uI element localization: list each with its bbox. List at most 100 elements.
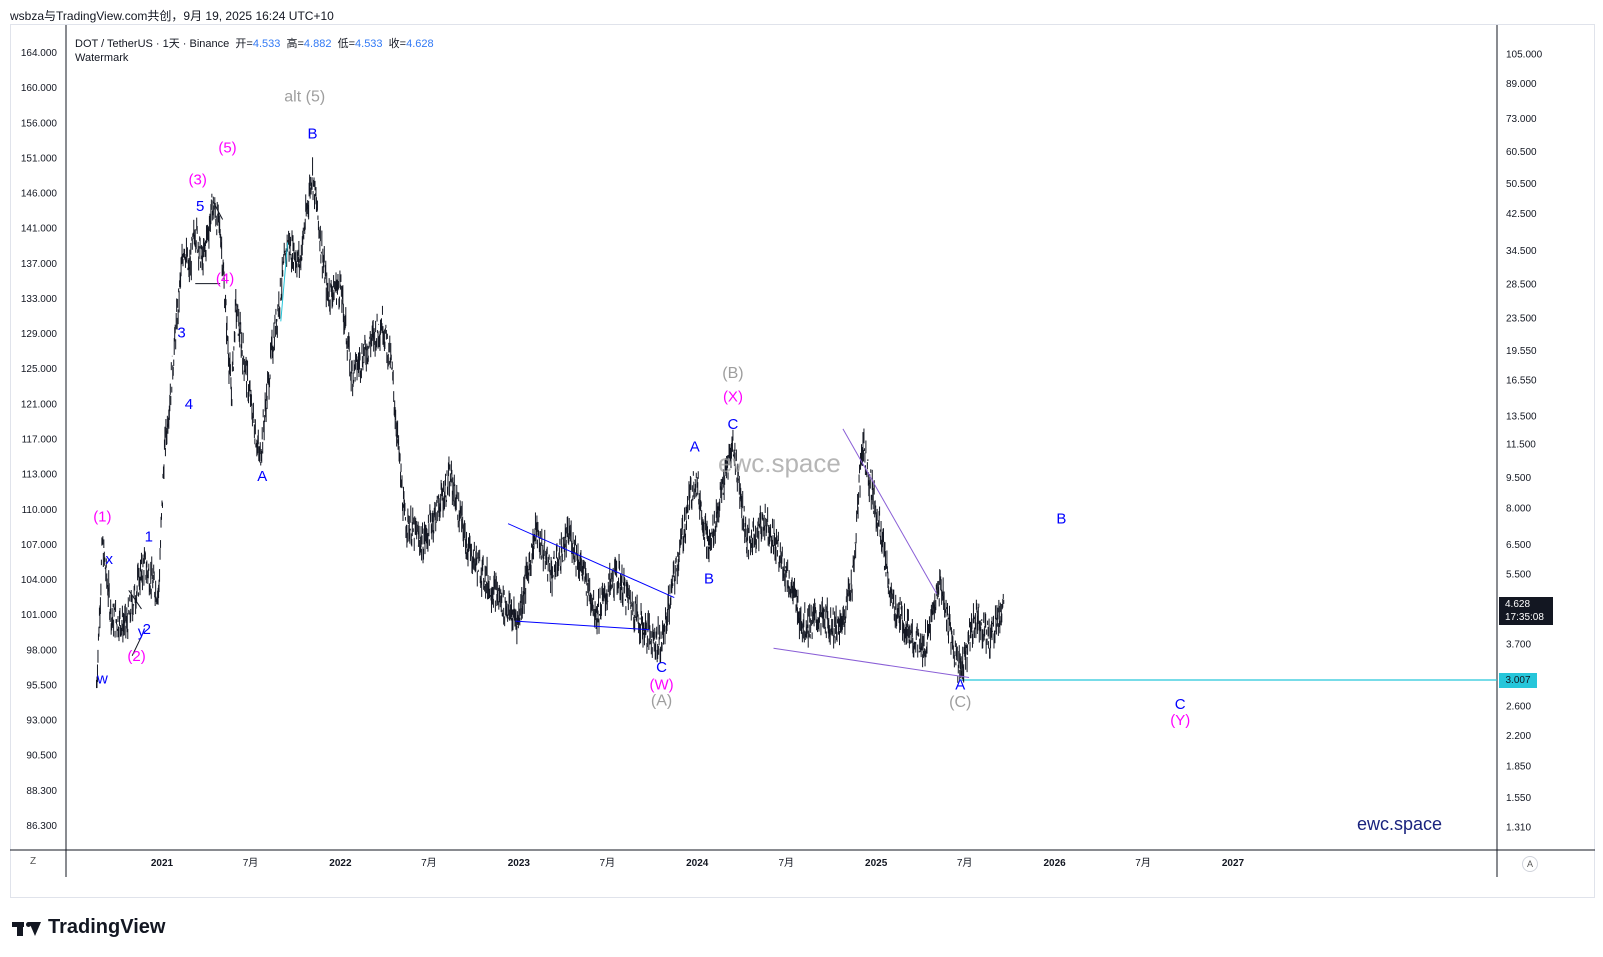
- wave-label: C: [1175, 696, 1186, 713]
- trendline: [842, 428, 938, 595]
- left-axis-tick-label: 160.000: [21, 83, 58, 94]
- left-axis-tick-label: 151.000: [21, 153, 58, 164]
- tradingview-wordmark: TradingView: [48, 916, 166, 938]
- wave-label: (C): [949, 694, 971, 711]
- left-axis-tick-label: 86.300: [26, 821, 57, 832]
- wave-label: (B): [722, 365, 743, 382]
- last-price-value: 4.628: [1505, 599, 1531, 610]
- wave-label: 1: [145, 528, 153, 545]
- left-axis-tick-label: 93.000: [26, 716, 57, 727]
- time-axis-tick-label: 2021: [151, 858, 174, 869]
- wave-label: (4): [216, 271, 234, 288]
- right-axis-tick-label: 6.500: [1506, 540, 1531, 551]
- trendline: [507, 523, 675, 599]
- time-axis-tick-label: 2027: [1222, 858, 1245, 869]
- right-axis-tick-label: 34.500: [1506, 246, 1537, 257]
- time-axis-tick-label: 2025: [865, 858, 888, 869]
- time-axis-tick-label: 2026: [1043, 858, 1066, 869]
- chart-attribution: wsbza与TradingView.com共创，9月 19, 2025 16:2…: [10, 9, 334, 23]
- trendline: [128, 590, 142, 610]
- wave-label: A: [257, 468, 267, 485]
- wave-label: 5: [196, 198, 204, 215]
- right-axis-tick-label: 73.000: [1506, 114, 1537, 125]
- wave-label: A: [690, 438, 700, 455]
- trendline: [131, 636, 142, 656]
- wave-label: 4: [185, 396, 193, 413]
- left-axis-tick-label: 146.000: [21, 189, 58, 200]
- right-axis-tick-label: 105.000: [1506, 50, 1543, 61]
- wave-label: (W): [649, 676, 673, 693]
- open-label: 开=: [235, 38, 253, 50]
- left-axis-tick-label: 133.000: [21, 294, 58, 305]
- wave-label: (1): [93, 508, 111, 525]
- high-value: 4.882: [303, 38, 332, 50]
- wave-label: (3): [189, 172, 207, 189]
- left-axis-tick-label: 137.000: [21, 259, 58, 270]
- tradingview-icon: [12, 919, 42, 937]
- left-axis-tick-label: 90.500: [26, 751, 57, 762]
- trendline: [773, 647, 970, 678]
- wave-label: C: [656, 659, 667, 676]
- wave-label: B: [308, 125, 318, 142]
- right-axis-tick-label: 16.550: [1506, 375, 1537, 386]
- right-axis-tick-label: 42.500: [1506, 209, 1537, 220]
- left-axis-tick-label: 125.000: [21, 364, 58, 375]
- time-axis-tick-label: 7月: [778, 857, 794, 869]
- auto-scale-button[interactable]: A: [1522, 856, 1538, 872]
- tradingview-logo: TradingView: [12, 916, 165, 939]
- time-axis-tick-label: 2023: [508, 858, 531, 869]
- right-axis-tick-label: 11.500: [1506, 440, 1536, 451]
- right-axis-tick-label: 1.310: [1506, 822, 1531, 833]
- left-axis-tick-label: 107.000: [21, 540, 58, 551]
- right-axis-tick-label: 89.000: [1506, 79, 1537, 90]
- right-axis-tick-label: 3.700: [1506, 639, 1531, 650]
- left-axis-tick-label: 110.000: [22, 505, 58, 516]
- wave-label: B: [1056, 511, 1066, 528]
- right-axis-tick-label: 2.200: [1506, 731, 1531, 742]
- corner-watermark: ewc.space: [1357, 814, 1443, 834]
- time-axis-tick-label: 7月: [243, 857, 259, 869]
- right-axis-tick-label: 1.850: [1506, 762, 1531, 773]
- left-axis-tick-label: 141.000: [21, 224, 58, 235]
- level-price-badge: 3.007: [1499, 673, 1537, 688]
- right-axis-tick-label: 19.550: [1506, 346, 1537, 357]
- wave-label: x: [105, 551, 113, 568]
- wave-label: (5): [218, 139, 236, 156]
- trendline: [280, 242, 289, 322]
- wave-label: (X): [723, 388, 743, 405]
- time-axis-tick-label: 7月: [1135, 857, 1151, 869]
- left-axis-tick-label: 98.000: [26, 645, 57, 656]
- right-axis-tick-label: 5.500: [1506, 570, 1531, 581]
- zoom-button[interactable]: Z: [30, 856, 37, 867]
- chart-frame: [10, 24, 1595, 898]
- center-watermark: ewc.space: [718, 448, 841, 478]
- time-axis-tick-label: 2022: [329, 858, 352, 869]
- right-axis-tick-label: 8.000: [1506, 504, 1531, 515]
- right-axis-tick-label: 28.500: [1506, 280, 1537, 291]
- wave-label: A: [955, 676, 965, 693]
- left-axis-tick-label: 88.300: [26, 786, 57, 797]
- low-value: 4.533: [355, 38, 383, 50]
- left-axis-tick-label: 164.000: [21, 48, 58, 59]
- right-axis-tick-label: 9.500: [1506, 473, 1531, 484]
- high-label: 高=: [286, 38, 304, 50]
- wave-label: B: [704, 570, 714, 587]
- wave-label: (A): [651, 693, 672, 710]
- symbol-line: DOT / TetherUS · 1天 · Binance: [75, 38, 230, 50]
- right-axis-tick-label: 60.500: [1506, 147, 1537, 158]
- countdown-value: 17:35:08: [1505, 612, 1544, 623]
- left-axis-tick-label: 129.000: [21, 329, 58, 340]
- indicator-label[interactable]: Watermark: [75, 52, 129, 64]
- wave-label: 3: [177, 324, 185, 341]
- time-axis-tick-label: 2024: [686, 858, 709, 869]
- right-axis-tick-label: 50.500: [1506, 179, 1537, 190]
- wave-label: 2: [143, 621, 151, 638]
- time-axis-tick-label: 7月: [421, 857, 437, 869]
- wave-label: alt (5): [284, 89, 325, 106]
- right-axis-tick-label: 2.600: [1506, 702, 1531, 713]
- trendline: [515, 620, 650, 631]
- left-axis-tick-label: 121.000: [21, 399, 58, 410]
- wave-label: y: [138, 623, 146, 640]
- close-label: 收=: [388, 38, 407, 50]
